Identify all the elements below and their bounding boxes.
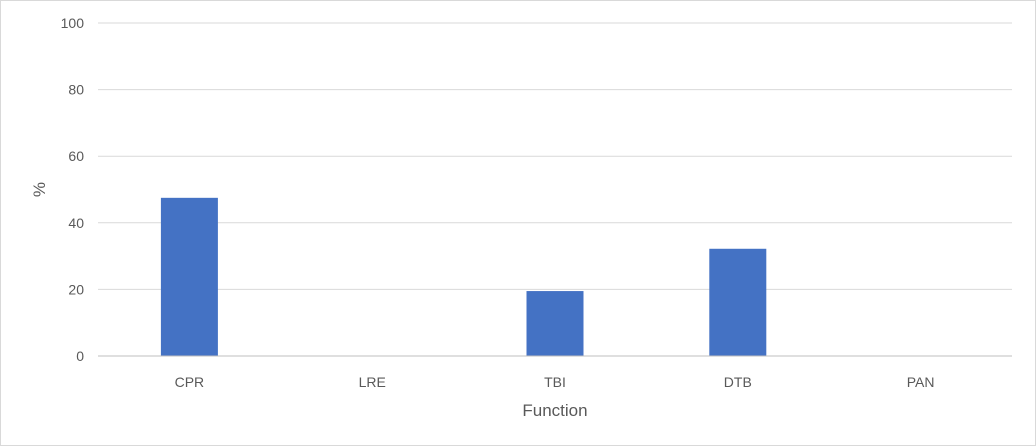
x-tick-label: TBI: [544, 374, 566, 390]
y-tick-label: 80: [68, 82, 84, 98]
y-tick-label: 60: [68, 148, 84, 164]
x-tick-label: CPR: [175, 374, 205, 390]
y-axis-title: %: [30, 182, 49, 197]
y-tick-label: 100: [61, 15, 85, 31]
bar-cpr: [160, 197, 218, 356]
y-axis-ticks: 0 20 40 60 80 100: [61, 15, 85, 364]
bar-tbi: [526, 291, 584, 356]
gridlines: [98, 22, 1012, 290]
x-tick-label: DTB: [724, 374, 752, 390]
x-tick-label: PAN: [907, 374, 935, 390]
y-tick-label: 20: [68, 281, 84, 297]
bar-dtb: [709, 248, 767, 356]
y-tick-label: 0: [76, 348, 84, 364]
y-tick-label: 40: [68, 215, 84, 231]
x-axis-ticks: CPR LRE TBI DTB PAN: [175, 374, 935, 390]
bars: [160, 197, 767, 356]
x-tick-label: LRE: [359, 374, 386, 390]
x-axis-title: Function: [522, 401, 587, 420]
